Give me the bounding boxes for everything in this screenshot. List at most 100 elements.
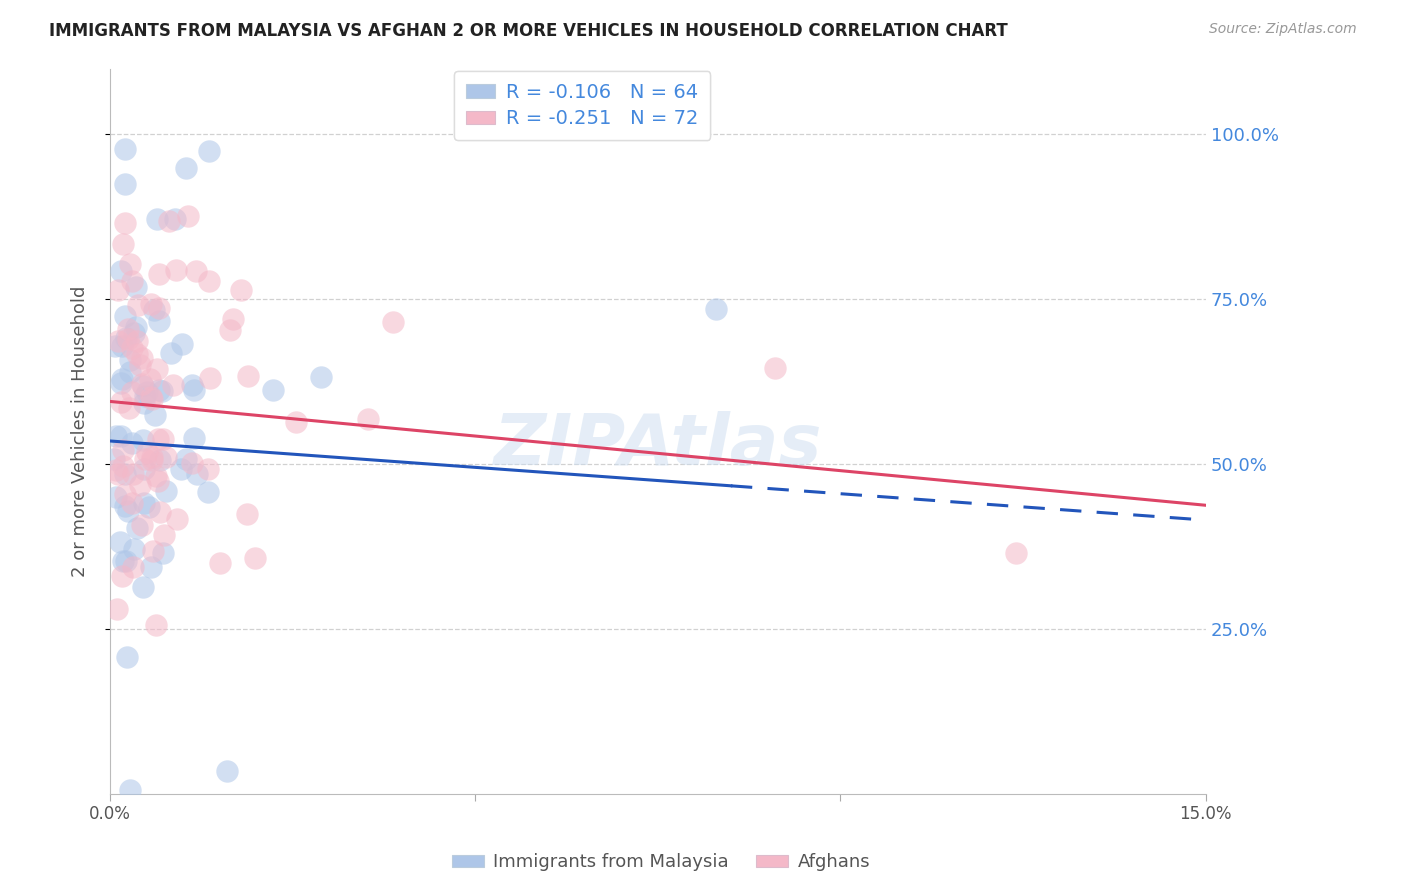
Point <box>243 550 266 565</box>
Point <box>357 412 380 426</box>
Point <box>176 209 198 223</box>
Point <box>145 211 167 226</box>
Point <box>145 408 167 422</box>
Point <box>107 284 129 298</box>
Point <box>121 341 143 355</box>
Point <box>215 764 238 778</box>
Point <box>128 358 150 372</box>
Point <box>148 301 170 315</box>
Point <box>141 297 163 311</box>
Point <box>117 504 139 518</box>
Point <box>1004 546 1026 560</box>
Point <box>160 346 183 360</box>
Point <box>115 554 138 568</box>
Point <box>121 467 143 481</box>
Point <box>141 392 163 407</box>
Point <box>110 429 132 443</box>
Point <box>110 376 132 390</box>
Point <box>155 450 177 464</box>
Point <box>165 263 187 277</box>
Point <box>114 309 136 323</box>
Point <box>136 445 159 459</box>
Point <box>114 177 136 191</box>
Point <box>208 556 231 570</box>
Point <box>198 370 221 384</box>
Point <box>170 336 193 351</box>
Point <box>148 267 170 281</box>
Point <box>127 334 149 349</box>
Point <box>125 280 148 294</box>
Y-axis label: 2 or more Vehicles in Household: 2 or more Vehicles in Household <box>72 285 89 577</box>
Point <box>138 500 160 514</box>
Point <box>111 443 134 458</box>
Point <box>111 372 134 386</box>
Point <box>111 339 134 353</box>
Point <box>114 467 136 482</box>
Point <box>142 544 165 558</box>
Point <box>149 505 172 519</box>
Point <box>174 161 197 176</box>
Point <box>120 257 142 271</box>
Point <box>114 142 136 156</box>
Point <box>152 432 174 446</box>
Point <box>180 377 202 392</box>
Point <box>157 214 180 228</box>
Point <box>131 580 153 594</box>
Point <box>103 452 125 467</box>
Point <box>134 396 156 410</box>
Point <box>117 322 139 336</box>
Legend: R = -0.106   N = 64, R = -0.251   N = 72: R = -0.106 N = 64, R = -0.251 N = 72 <box>454 71 710 140</box>
Point <box>125 320 148 334</box>
Point <box>146 474 169 488</box>
Point <box>145 618 167 632</box>
Point <box>105 602 128 616</box>
Point <box>183 384 205 398</box>
Point <box>111 237 134 252</box>
Point <box>152 384 174 399</box>
Point <box>197 484 219 499</box>
Point <box>186 467 208 481</box>
Point <box>139 372 162 386</box>
Legend: Immigrants from Malaysia, Afghans: Immigrants from Malaysia, Afghans <box>444 847 877 879</box>
Point <box>146 361 169 376</box>
Point <box>155 483 177 498</box>
Point <box>110 264 132 278</box>
Point <box>117 649 139 664</box>
Point <box>309 370 332 384</box>
Point <box>141 453 163 467</box>
Point <box>121 384 143 399</box>
Point <box>197 144 219 158</box>
Point <box>114 330 136 344</box>
Point <box>139 560 162 574</box>
Point <box>236 508 259 522</box>
Point <box>197 275 219 289</box>
Point <box>382 315 405 329</box>
Point <box>174 451 197 466</box>
Point <box>186 263 208 277</box>
Point <box>148 383 170 397</box>
Point <box>124 326 146 340</box>
Point <box>131 518 153 533</box>
Text: ZIPAtlas: ZIPAtlas <box>494 411 823 480</box>
Point <box>262 384 284 398</box>
Point <box>128 478 150 492</box>
Point <box>125 521 148 535</box>
Point <box>132 496 155 510</box>
Point <box>110 394 132 409</box>
Point <box>218 323 240 337</box>
Point <box>763 361 786 376</box>
Point <box>122 560 145 574</box>
Point <box>118 782 141 797</box>
Point <box>152 546 174 560</box>
Point <box>153 527 176 541</box>
Point <box>121 274 143 288</box>
Point <box>107 334 129 348</box>
Point <box>136 385 159 400</box>
Point <box>104 339 127 353</box>
Point <box>121 496 143 510</box>
Point <box>132 462 155 476</box>
Point <box>166 512 188 526</box>
Point <box>132 379 155 393</box>
Point <box>132 433 155 447</box>
Point <box>117 332 139 346</box>
